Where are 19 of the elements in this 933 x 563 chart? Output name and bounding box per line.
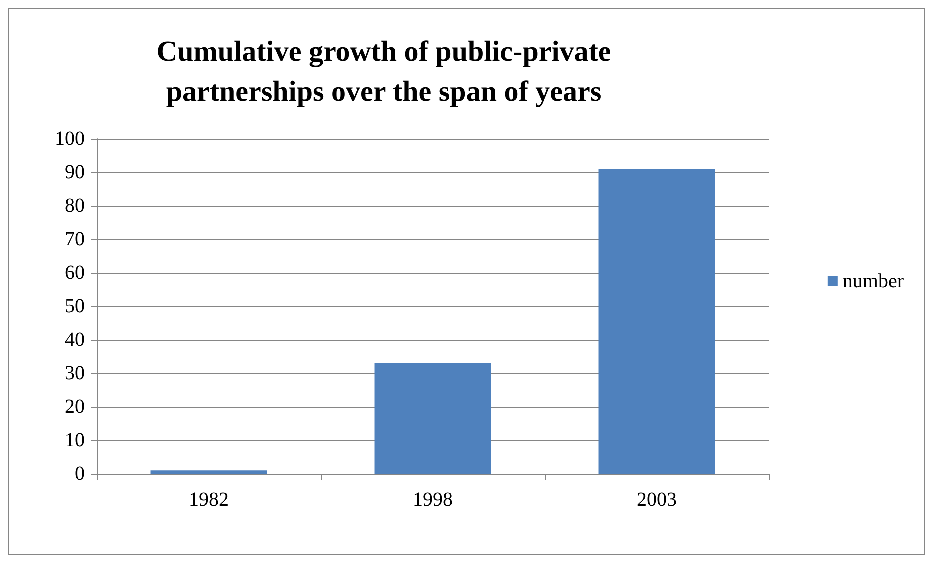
y-tick-label: 50: [65, 296, 85, 318]
bar: [150, 470, 268, 474]
y-tick-label: 20: [65, 396, 85, 418]
y-tick-label: 40: [65, 329, 85, 351]
y-tick-label: 70: [65, 228, 85, 250]
x-tick-label: 1982: [189, 489, 229, 511]
legend-label: number: [842, 270, 904, 292]
y-tick-label: 80: [65, 195, 85, 217]
y-tick-label: 10: [65, 430, 85, 452]
y-tick-label: 60: [65, 262, 85, 284]
y-tick-label: 90: [65, 162, 85, 184]
x-tick-label: 1998: [413, 489, 453, 511]
bar: [598, 169, 716, 474]
y-tick-label: 100: [55, 128, 85, 150]
y-tick-label: 0: [75, 463, 85, 485]
chart-title: Cumulative growth of public-private partnerships over the span of years: [156, 36, 612, 108]
y-tick-label: 30: [65, 362, 85, 384]
x-tick-label: 2003: [637, 489, 677, 511]
bar: [374, 363, 492, 474]
